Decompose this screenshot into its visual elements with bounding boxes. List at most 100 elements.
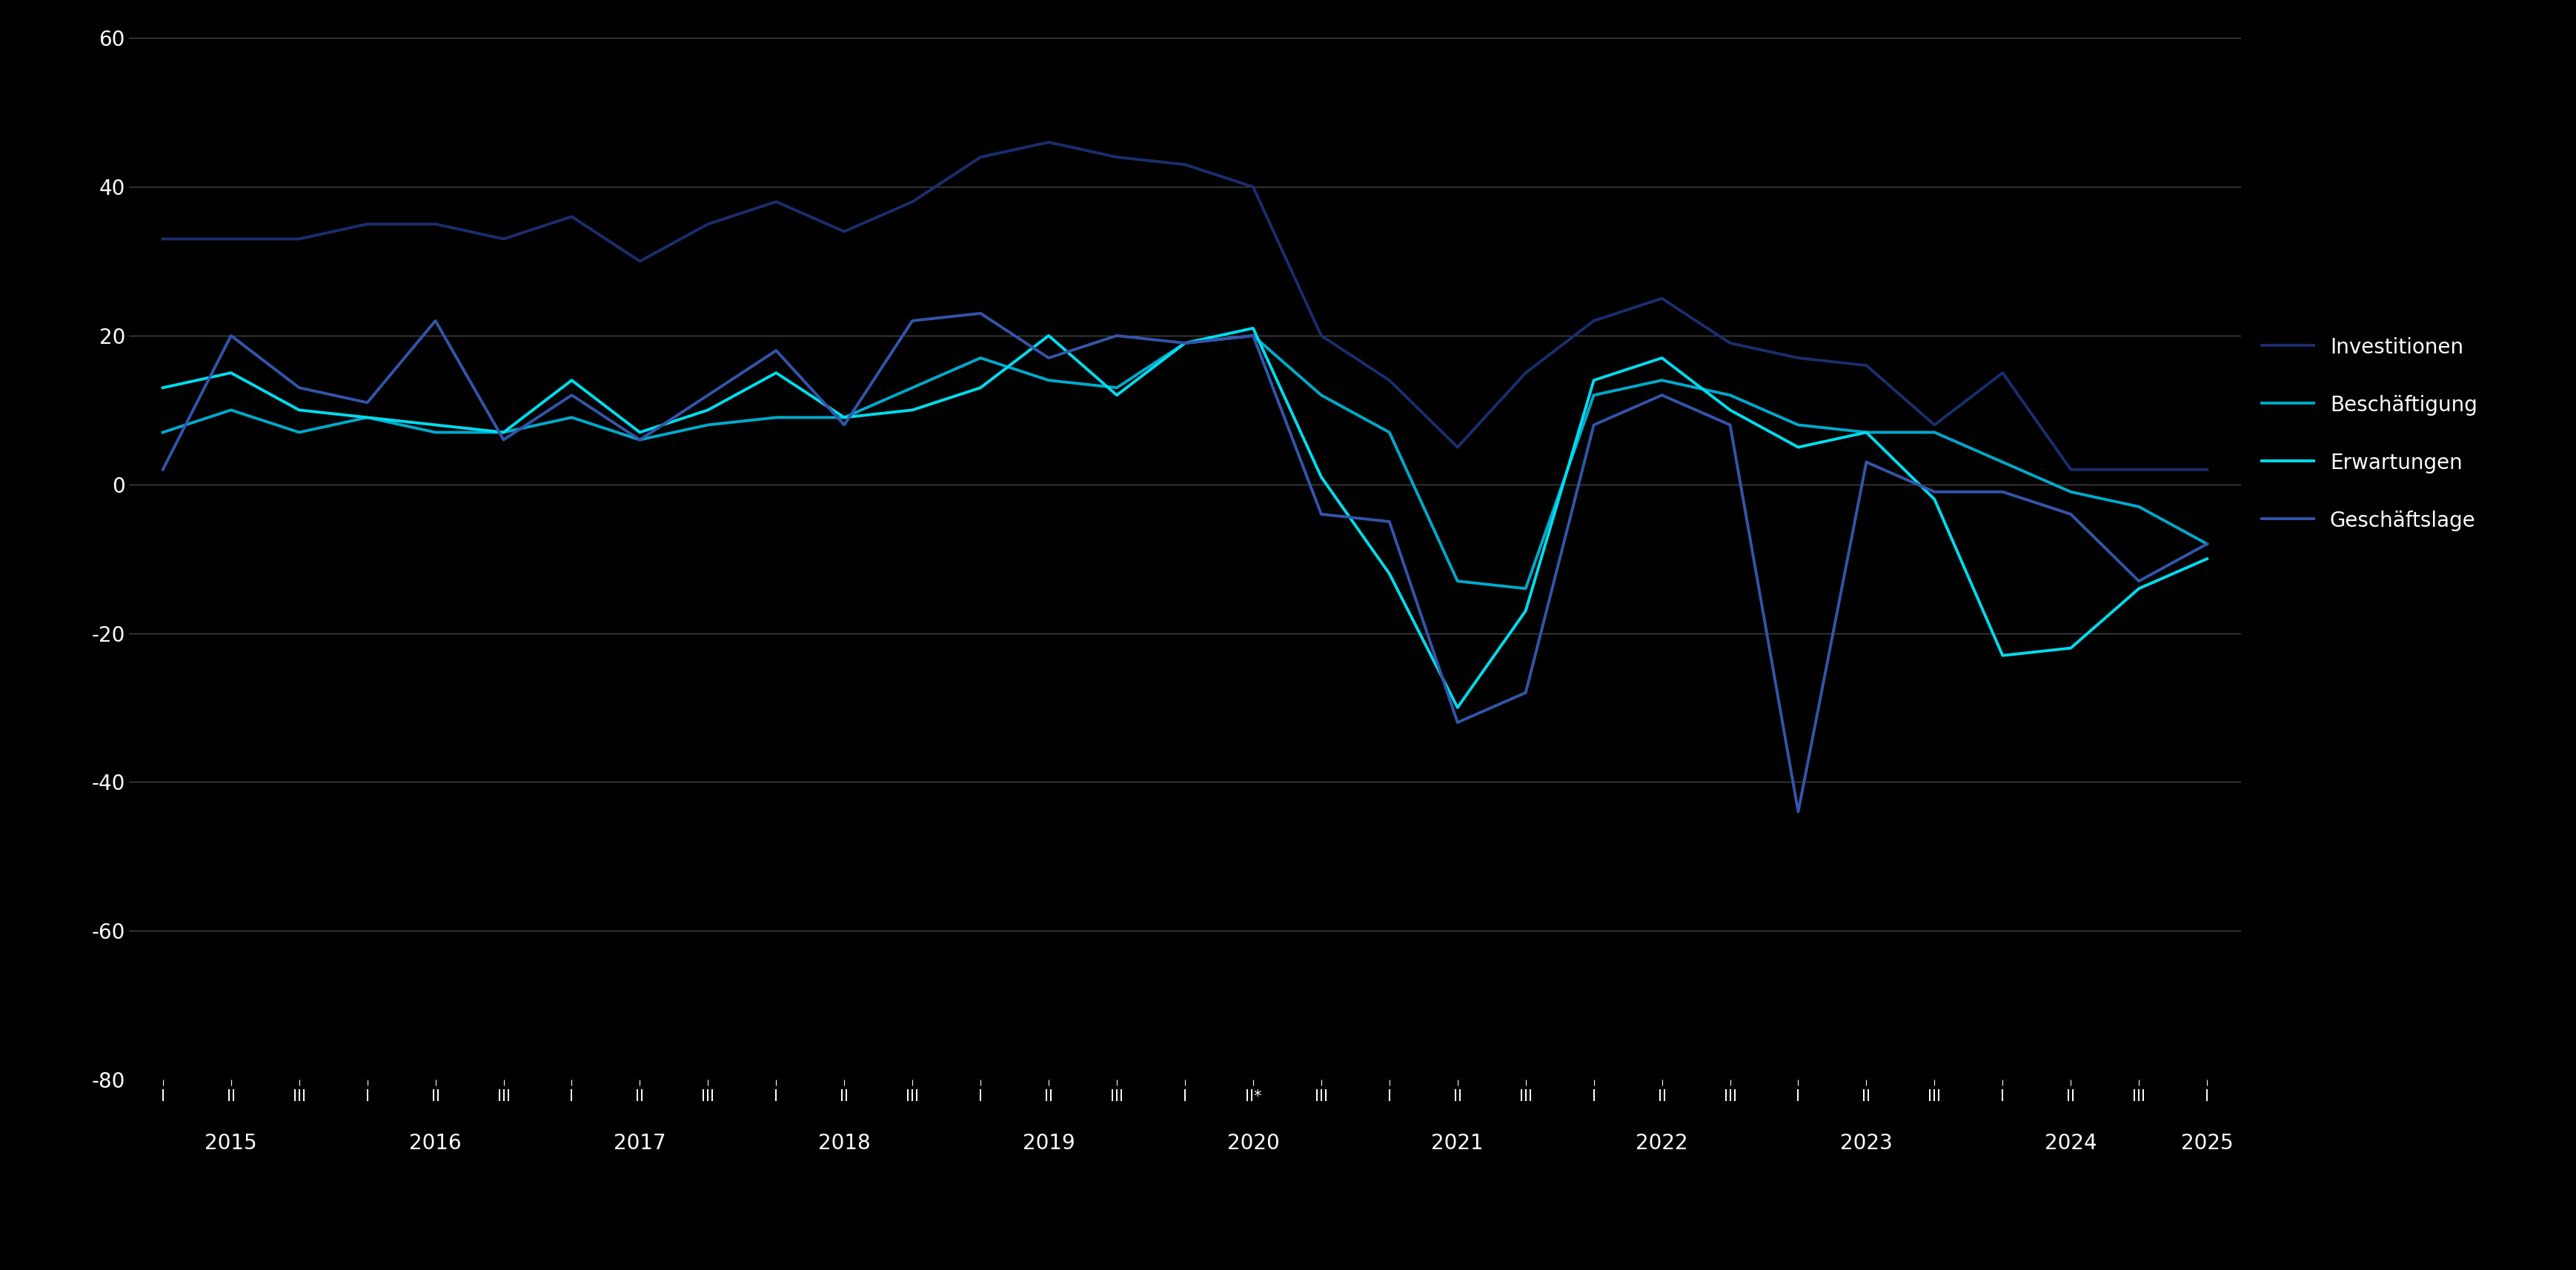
Geschäftslage bbox=[623, 432, 654, 447]
Erwartungen bbox=[1306, 470, 1337, 485]
Beschäftigung bbox=[487, 424, 518, 439]
Investitionen bbox=[1716, 335, 1747, 351]
Text: 2016: 2016 bbox=[410, 1133, 461, 1153]
Beschäftigung bbox=[2056, 484, 2087, 499]
Investitionen bbox=[1170, 157, 1200, 173]
Text: 2015: 2015 bbox=[206, 1133, 258, 1153]
Beschäftigung bbox=[1919, 424, 1950, 439]
Investitionen bbox=[623, 254, 654, 269]
Beschäftigung bbox=[966, 351, 997, 366]
Line: Beschäftigung: Beschäftigung bbox=[162, 335, 2208, 588]
Investitionen bbox=[2192, 462, 2223, 478]
Investitionen bbox=[1783, 351, 1814, 366]
Beschäftigung bbox=[283, 424, 314, 439]
Geschäftslage bbox=[1373, 514, 1404, 530]
Geschäftslage bbox=[1852, 455, 1883, 470]
Geschäftslage bbox=[1306, 507, 1337, 522]
Geschäftslage bbox=[829, 418, 860, 433]
Erwartungen bbox=[1103, 387, 1133, 403]
Geschäftslage bbox=[1510, 685, 1540, 700]
Investitionen bbox=[1919, 418, 1950, 433]
Geschäftslage bbox=[283, 380, 314, 395]
Geschäftslage bbox=[1919, 484, 1950, 499]
Line: Erwartungen: Erwartungen bbox=[162, 328, 2208, 707]
Erwartungen bbox=[1443, 700, 1473, 715]
Investitionen bbox=[353, 216, 384, 231]
Erwartungen bbox=[283, 403, 314, 418]
Geschäftslage bbox=[1783, 804, 1814, 819]
Erwartungen bbox=[760, 366, 791, 381]
Erwartungen bbox=[1236, 320, 1267, 335]
Beschäftigung bbox=[2123, 499, 2154, 514]
Investitionen bbox=[1306, 328, 1337, 343]
Geschäftslage bbox=[420, 314, 451, 329]
Text: 2024: 2024 bbox=[2045, 1133, 2097, 1153]
Geschäftslage bbox=[2056, 507, 2087, 522]
Text: 2025: 2025 bbox=[2182, 1133, 2233, 1153]
Investitionen bbox=[896, 194, 927, 210]
Beschäftigung bbox=[1783, 418, 1814, 433]
Text: 2023: 2023 bbox=[1839, 1133, 1893, 1153]
Geschäftslage bbox=[2192, 536, 2223, 551]
Investitionen bbox=[966, 150, 997, 165]
Erwartungen bbox=[1919, 491, 1950, 507]
Geschäftslage bbox=[2123, 574, 2154, 589]
Geschäftslage bbox=[1443, 715, 1473, 730]
Geschäftslage bbox=[1033, 351, 1064, 366]
Erwartungen bbox=[556, 372, 587, 387]
Investitionen bbox=[2056, 462, 2087, 478]
Geschäftslage bbox=[693, 387, 724, 403]
Geschäftslage bbox=[1646, 387, 1677, 403]
Investitionen bbox=[693, 216, 724, 231]
Investitionen bbox=[1236, 179, 1267, 194]
Erwartungen bbox=[1783, 439, 1814, 455]
Beschäftigung bbox=[1579, 387, 1610, 403]
Erwartungen bbox=[829, 410, 860, 425]
Investitionen bbox=[1103, 150, 1133, 165]
Erwartungen bbox=[420, 418, 451, 433]
Line: Investitionen: Investitionen bbox=[162, 142, 2208, 470]
Erwartungen bbox=[1716, 403, 1747, 418]
Beschäftigung bbox=[1510, 580, 1540, 596]
Text: 2022: 2022 bbox=[1636, 1133, 1687, 1153]
Geschäftslage bbox=[1986, 484, 2017, 499]
Beschäftigung bbox=[1373, 424, 1404, 439]
Beschäftigung bbox=[556, 410, 587, 425]
Geschäftslage bbox=[1579, 418, 1610, 433]
Geschäftslage bbox=[896, 314, 927, 329]
Investitionen bbox=[2123, 462, 2154, 478]
Investitionen bbox=[1852, 358, 1883, 373]
Investitionen bbox=[216, 231, 247, 246]
Beschäftigung bbox=[2192, 536, 2223, 551]
Geschäftslage bbox=[1716, 418, 1747, 433]
Geschäftslage bbox=[147, 462, 178, 478]
Geschäftslage bbox=[353, 395, 384, 410]
Erwartungen bbox=[1170, 335, 1200, 351]
Beschäftigung bbox=[353, 410, 384, 425]
Geschäftslage bbox=[1236, 328, 1267, 343]
Geschäftslage bbox=[966, 306, 997, 321]
Erwartungen bbox=[896, 403, 927, 418]
Text: 2017: 2017 bbox=[613, 1133, 667, 1153]
Erwartungen bbox=[623, 424, 654, 439]
Text: 2019: 2019 bbox=[1023, 1133, 1074, 1153]
Beschäftigung bbox=[896, 380, 927, 395]
Beschäftigung bbox=[1103, 380, 1133, 395]
Investitionen bbox=[147, 231, 178, 246]
Beschäftigung bbox=[420, 424, 451, 439]
Investitionen bbox=[1033, 135, 1064, 150]
Investitionen bbox=[1646, 291, 1677, 306]
Investitionen bbox=[1986, 366, 2017, 381]
Erwartungen bbox=[487, 424, 518, 439]
Erwartungen bbox=[1986, 648, 2017, 663]
Investitionen bbox=[1579, 314, 1610, 329]
Erwartungen bbox=[2056, 640, 2087, 655]
Geschäftslage bbox=[487, 432, 518, 447]
Erwartungen bbox=[2192, 551, 2223, 566]
Erwartungen bbox=[1033, 328, 1064, 343]
Erwartungen bbox=[1646, 351, 1677, 366]
Investitionen bbox=[420, 216, 451, 231]
Geschäftslage bbox=[760, 343, 791, 358]
Investitionen bbox=[556, 210, 587, 225]
Legend: Investitionen, Beschäftigung, Erwartungen, Geschäftslage: Investitionen, Beschäftigung, Erwartunge… bbox=[2262, 337, 2478, 531]
